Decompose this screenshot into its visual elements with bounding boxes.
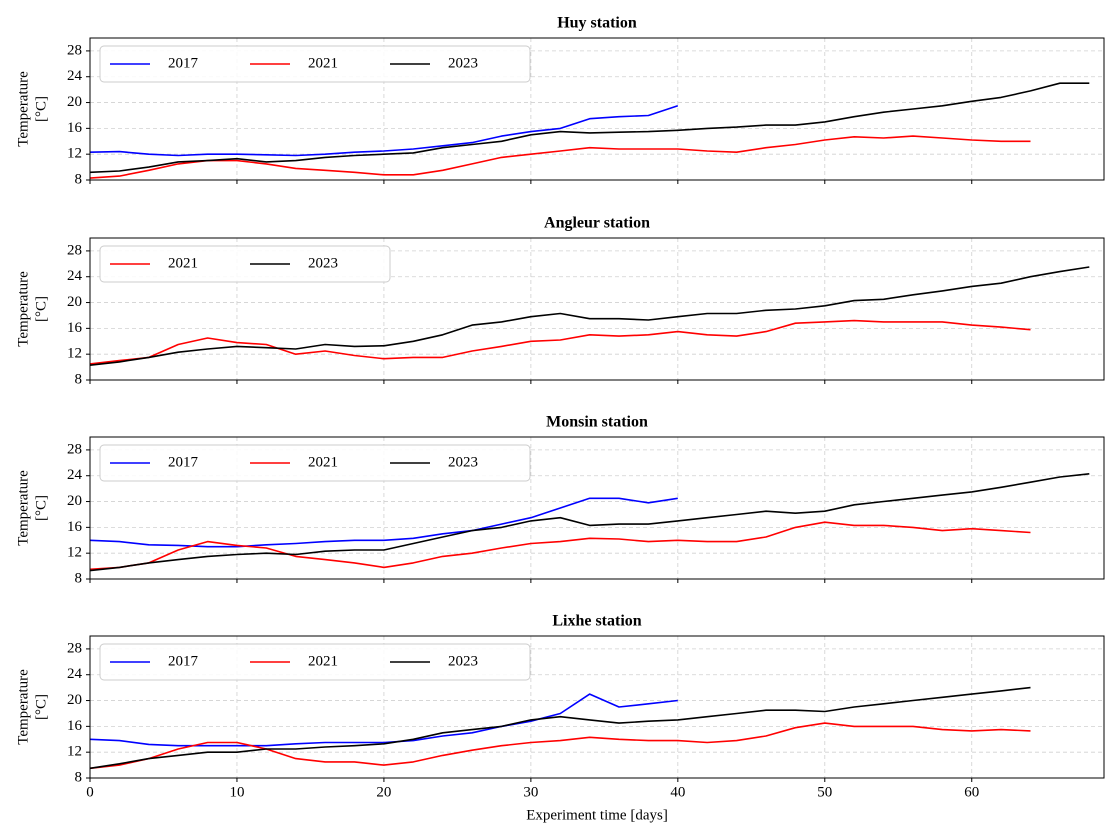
y-tick-label: 28 xyxy=(67,242,82,258)
legend-label: 2023 xyxy=(448,653,478,669)
y-axis-label: Temperature xyxy=(15,271,31,347)
series-line xyxy=(89,135,1031,179)
legend-label: 2021 xyxy=(308,653,338,669)
x-tick-label: 60 xyxy=(964,784,979,800)
y-axis-label: Temperature xyxy=(15,71,31,147)
y-tick-label: 8 xyxy=(75,171,83,187)
series-line xyxy=(89,319,1031,365)
panel-title: Monsin station xyxy=(546,414,648,431)
y-tick-label: 12 xyxy=(67,744,82,760)
y-axis-label: Temperature xyxy=(15,669,31,745)
x-tick-label: 20 xyxy=(376,784,391,800)
y-tick-label: 24 xyxy=(67,68,83,84)
x-axis-label: Experiment time [days] xyxy=(526,807,668,823)
legend-label: 2017 xyxy=(168,454,199,470)
x-tick-label: 10 xyxy=(229,784,244,800)
legend-label: 2023 xyxy=(308,255,338,271)
plot-frame xyxy=(89,237,1105,381)
y-tick-label: 20 xyxy=(67,493,82,509)
legend-label: 2021 xyxy=(308,454,338,470)
y-tick-label: 24 xyxy=(67,467,83,483)
legend-label: 2017 xyxy=(168,55,199,71)
panel-title: Lixhe station xyxy=(552,613,641,630)
legend-box xyxy=(99,444,531,482)
y-tick-label: 28 xyxy=(67,42,82,58)
y-tick-label: 24 xyxy=(67,268,83,284)
y-tick-label: 12 xyxy=(67,545,82,561)
plot-frame xyxy=(89,436,1105,580)
legend-label: 2023 xyxy=(448,454,478,470)
legend-label: 2021 xyxy=(168,255,198,271)
series-line xyxy=(89,686,1031,770)
plot-frame xyxy=(89,635,1105,779)
legend-box xyxy=(99,245,391,283)
series-line xyxy=(89,105,679,157)
y-tick-label: 16 xyxy=(67,718,83,734)
y-tick-label: 8 xyxy=(75,570,83,586)
y-tick-label: 20 xyxy=(67,294,82,310)
series-line xyxy=(89,521,1031,571)
x-tick-label: 40 xyxy=(670,784,685,800)
x-tick-label: 0 xyxy=(86,784,94,800)
y-tick-label: 28 xyxy=(67,640,82,656)
series-line xyxy=(89,722,1031,770)
y-tick-label: 12 xyxy=(67,146,82,162)
y-tick-label: 12 xyxy=(67,346,82,362)
y-tick-label: 16 xyxy=(67,519,83,535)
y-tick-label: 8 xyxy=(75,371,83,387)
y-axis-label: [°C] xyxy=(33,296,49,322)
y-axis-label: [°C] xyxy=(33,694,49,720)
y-axis-label: Temperature xyxy=(15,470,31,546)
series-line xyxy=(89,82,1090,174)
series-line xyxy=(89,693,678,747)
y-tick-label: 24 xyxy=(67,666,83,682)
series-line xyxy=(89,266,1090,366)
y-tick-label: 28 xyxy=(67,441,82,457)
y-tick-label: 8 xyxy=(75,769,83,785)
panel-title: Angleur station xyxy=(544,215,650,232)
y-tick-label: 20 xyxy=(67,94,82,110)
y-tick-label: 16 xyxy=(67,320,83,336)
x-tick-label: 30 xyxy=(523,784,538,800)
series-line xyxy=(89,497,678,548)
legend-label: 2021 xyxy=(308,55,338,71)
legend-box xyxy=(99,45,531,83)
legend-label: 2023 xyxy=(448,55,478,71)
plot-frame xyxy=(89,37,1105,181)
panel-title: Huy station xyxy=(557,15,637,32)
y-tick-label: 20 xyxy=(67,692,82,708)
legend-label: 2017 xyxy=(168,653,199,669)
y-axis-label: [°C] xyxy=(33,495,49,521)
series-line xyxy=(89,473,1090,572)
x-tick-label: 50 xyxy=(817,784,832,800)
y-axis-label: [°C] xyxy=(33,96,49,122)
y-tick-label: 16 xyxy=(67,120,83,136)
legend-box xyxy=(99,643,531,681)
